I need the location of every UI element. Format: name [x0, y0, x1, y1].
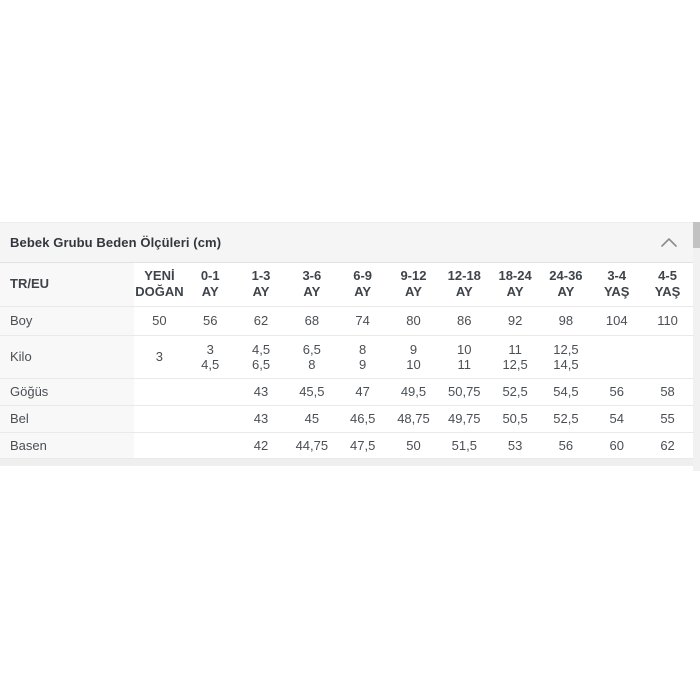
table-cell: 45: [304, 411, 320, 426]
panel-title: Bebek Grubu Beden Ölçüleri (cm): [10, 235, 222, 250]
table-cell: 42: [253, 437, 269, 453]
column-header: 6-9 AY: [353, 268, 373, 300]
row-label: Kilo: [0, 335, 134, 378]
column-header: 12-18 AY: [447, 268, 481, 300]
table-cell: 4,5 6,5: [251, 341, 271, 372]
column-header: 4-5 YAŞ: [654, 268, 681, 300]
table-cell: 55: [660, 411, 675, 426]
table-cell: 45,5: [299, 384, 325, 399]
table-row: Basen 42 44,75 47,5 50 51,5 53 56 60 62: [0, 432, 693, 458]
table-cell: 98: [558, 313, 574, 328]
table-row: Göğüs 43 45,5 47 49,5 50,75 52,5 54,5 56 58: [0, 378, 693, 405]
table-cell: 53: [507, 437, 523, 453]
table-cell: 48,75: [397, 411, 430, 426]
table-cell: 12,5 14,5: [553, 341, 579, 372]
table-cell: 62: [253, 313, 269, 328]
table-cell: [134, 405, 185, 432]
column-header: 18-24 AY: [498, 268, 532, 300]
table-cell: 11 12,5: [502, 341, 528, 372]
size-table-container: TR/EU YENİ DOĞAN 0-1 AY 1-3 AY 3-6 AY 6-9 AY 9-12 A…: [0, 263, 693, 459]
table-cell: [134, 432, 185, 458]
column-header: 0-1 AY: [200, 268, 220, 300]
row-label: Göğüs: [0, 378, 134, 405]
horizontal-scrollbar-track[interactable]: [0, 458, 693, 466]
table-cell: 52,5: [502, 384, 528, 399]
table-cell: 43: [253, 411, 269, 426]
table-row: Boy 50 56 62 68 74 80 86 92 98 104 110: [0, 306, 693, 335]
table-cell: [185, 432, 236, 458]
column-header: 3-6 AY: [302, 268, 322, 300]
table-cell: 60: [609, 437, 624, 453]
table-cell: [591, 335, 642, 378]
column-header: 24-36 AY: [549, 268, 583, 300]
row-label: Boy: [0, 306, 134, 335]
table-cell: 44,75: [295, 437, 329, 453]
table-cell: 10 11: [457, 341, 472, 372]
column-header: 3-4 YAŞ: [603, 268, 630, 300]
header-row: TR/EU YENİ DOĞAN 0-1 AY 1-3 AY 3-6 AY 6-9 AY 9-12 A…: [0, 263, 693, 306]
table-cell: 56: [609, 384, 624, 399]
table-cell: [642, 335, 693, 378]
table-cell: 49,5: [400, 384, 427, 399]
scrollbar-thumb[interactable]: [693, 222, 700, 248]
table-cell: 54: [609, 411, 624, 426]
corner-header: TR/EU: [0, 263, 134, 306]
table-row: Kilo 3 3 4,5 4,5 6,5 6,5 8 8 9 9 10 10 11 11 12,5 12,5 14…: [0, 335, 693, 378]
size-table: TR/EU YENİ DOĞAN 0-1 AY 1-3 AY 3-6 AY 6-9 AY 9-12 A…: [0, 263, 693, 459]
row-label: Bel: [0, 405, 134, 432]
table-cell: 9 10: [406, 341, 421, 372]
table-cell: 50: [152, 313, 167, 328]
table-cell: 110: [657, 313, 678, 328]
column-header: 1-3 AY: [251, 268, 271, 300]
vertical-scrollbar[interactable]: [693, 222, 700, 471]
size-chart-panel: Bebek Grubu Beden Ölçüleri (cm) TR/EU YE…: [0, 222, 700, 471]
size-chart-accordion-header[interactable]: Bebek Grubu Beden Ölçüleri (cm): [0, 222, 700, 263]
column-header: YENİ DOĞAN: [135, 268, 184, 300]
table-cell: 49,75: [448, 411, 481, 426]
table-cell: [185, 405, 236, 432]
table-cell: 51,5: [451, 437, 477, 453]
table-cell: 47: [355, 384, 370, 399]
column-header: 9-12 AY: [400, 268, 427, 300]
table-cell: 54,5: [553, 384, 579, 399]
table-cell: 47,5: [350, 437, 376, 453]
table-cell: 3 4,5: [201, 341, 220, 372]
table-cell: 86: [457, 313, 472, 328]
table-cell: 50: [406, 437, 421, 453]
table-cell: [185, 378, 236, 405]
table-cell: 68: [304, 313, 320, 328]
table-cell: 56: [558, 437, 574, 453]
table-cell: 56: [202, 313, 218, 328]
table-cell: 104: [605, 313, 628, 328]
table-cell: 3: [155, 349, 164, 364]
table-cell: 50,75: [448, 384, 481, 399]
table-cell: 46,5: [350, 411, 376, 426]
table-cell: [134, 378, 185, 405]
table-cell: 52,5: [553, 411, 579, 426]
table-cell: 43: [253, 384, 269, 399]
table-cell: 50,5: [502, 411, 528, 426]
table-cell: 74: [355, 313, 370, 328]
table-cell: 58: [660, 384, 675, 399]
table-cell: 62: [660, 437, 675, 453]
table-row: Bel 43 45 46,5 48,75 49,75 50,5 52,5 54 55: [0, 405, 693, 432]
row-label: Basen: [0, 432, 134, 458]
table-cell: 92: [507, 313, 523, 328]
chevron-up-icon[interactable]: [661, 238, 677, 247]
table-cell: 6,5 8: [302, 341, 321, 372]
table-cell: 80: [406, 313, 421, 328]
